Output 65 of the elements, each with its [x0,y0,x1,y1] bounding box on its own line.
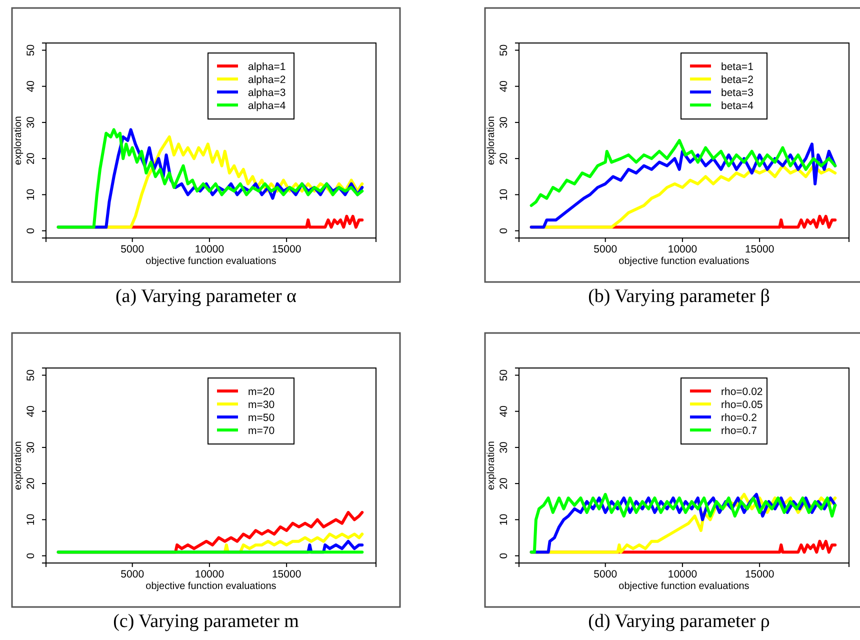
legend-label: beta=1 [721,61,754,73]
x-tick-label: 15000 [744,243,774,256]
y-axis-title: exploration [486,116,497,165]
y-tick-label: 0 [25,552,37,559]
y-tick-label: 50 [25,44,37,56]
y-tick-label: 40 [25,80,37,92]
legend-label: m=30 [248,399,275,411]
x-tick-label: 10000 [668,568,698,580]
y-tick-label: 40 [498,405,510,418]
y-tick-label: 20 [498,478,510,490]
x-tick-label: 10000 [194,568,224,580]
y-tick-label: 10 [498,514,510,526]
y-tick-label: 30 [498,116,510,128]
legend-label: rho=0.7 [721,425,758,437]
y-tick-label: 30 [498,441,510,454]
y-tick-label: 20 [25,478,37,490]
text: (b) Varying parameter β [588,286,770,307]
legend-label: m=20 [248,386,275,398]
y-tick-label: 40 [25,405,37,418]
x-axis-title: objective function evaluations [146,581,276,592]
y-axis-title: exploration [13,441,24,490]
x-tick-label: 10000 [194,243,224,256]
y-tick-label: 10 [25,188,37,201]
y-tick-label: 50 [498,369,510,382]
legend-label: alpha=4 [248,100,286,112]
y-tick-label: 30 [25,441,37,454]
legend-label: beta=4 [721,100,754,112]
y-tick-label: 20 [498,152,510,164]
y-tick-label: 50 [498,44,510,56]
line-series [530,139,837,207]
legend-label: alpha=1 [248,61,286,73]
legend-label: beta=2 [721,74,754,86]
y-tick-label: 50 [25,369,37,382]
legend-label: m=70 [248,425,275,437]
y-tick-label: 0 [498,552,510,559]
text: (a) Varying parameter α [115,286,297,307]
legend-label: alpha=2 [248,74,286,86]
y-tick-label: 0 [25,228,37,234]
y-tick-label: 0 [498,228,510,234]
x-tick-label: 10000 [668,243,698,256]
text: (c) Varying parameter m [113,611,300,632]
x-tick-label: 5000 [594,243,618,256]
legend-label: beta=3 [721,87,754,99]
x-tick-label: 15000 [272,568,302,580]
legend-label: alpha=3 [248,87,286,99]
y-axis-title: exploration [13,116,24,165]
legend-label: rho=0.02 [721,386,763,398]
x-axis-title: objective function evaluations [618,256,750,267]
legend-label: rho=0.2 [721,412,758,424]
y-tick-label: 30 [25,116,37,128]
text: (d) Varying parameter ρ [588,611,770,632]
x-tick-label: 15000 [744,568,774,580]
y-axis-title: exploration [486,441,497,490]
y-tick-label: 40 [498,80,510,92]
x-tick-label: 15000 [272,243,302,256]
y-tick-label: 10 [25,514,37,526]
y-tick-label: 10 [498,188,510,201]
legend-label: rho=0.05 [721,399,763,411]
legend-label: m=50 [248,412,275,424]
x-axis-title: objective function evaluations [146,256,276,267]
x-tick-label: 5000 [120,243,144,256]
x-axis-title: objective function evaluations [618,581,750,592]
x-tick-label: 5000 [594,568,618,580]
y-tick-label: 20 [25,152,37,164]
x-tick-label: 5000 [120,568,144,580]
